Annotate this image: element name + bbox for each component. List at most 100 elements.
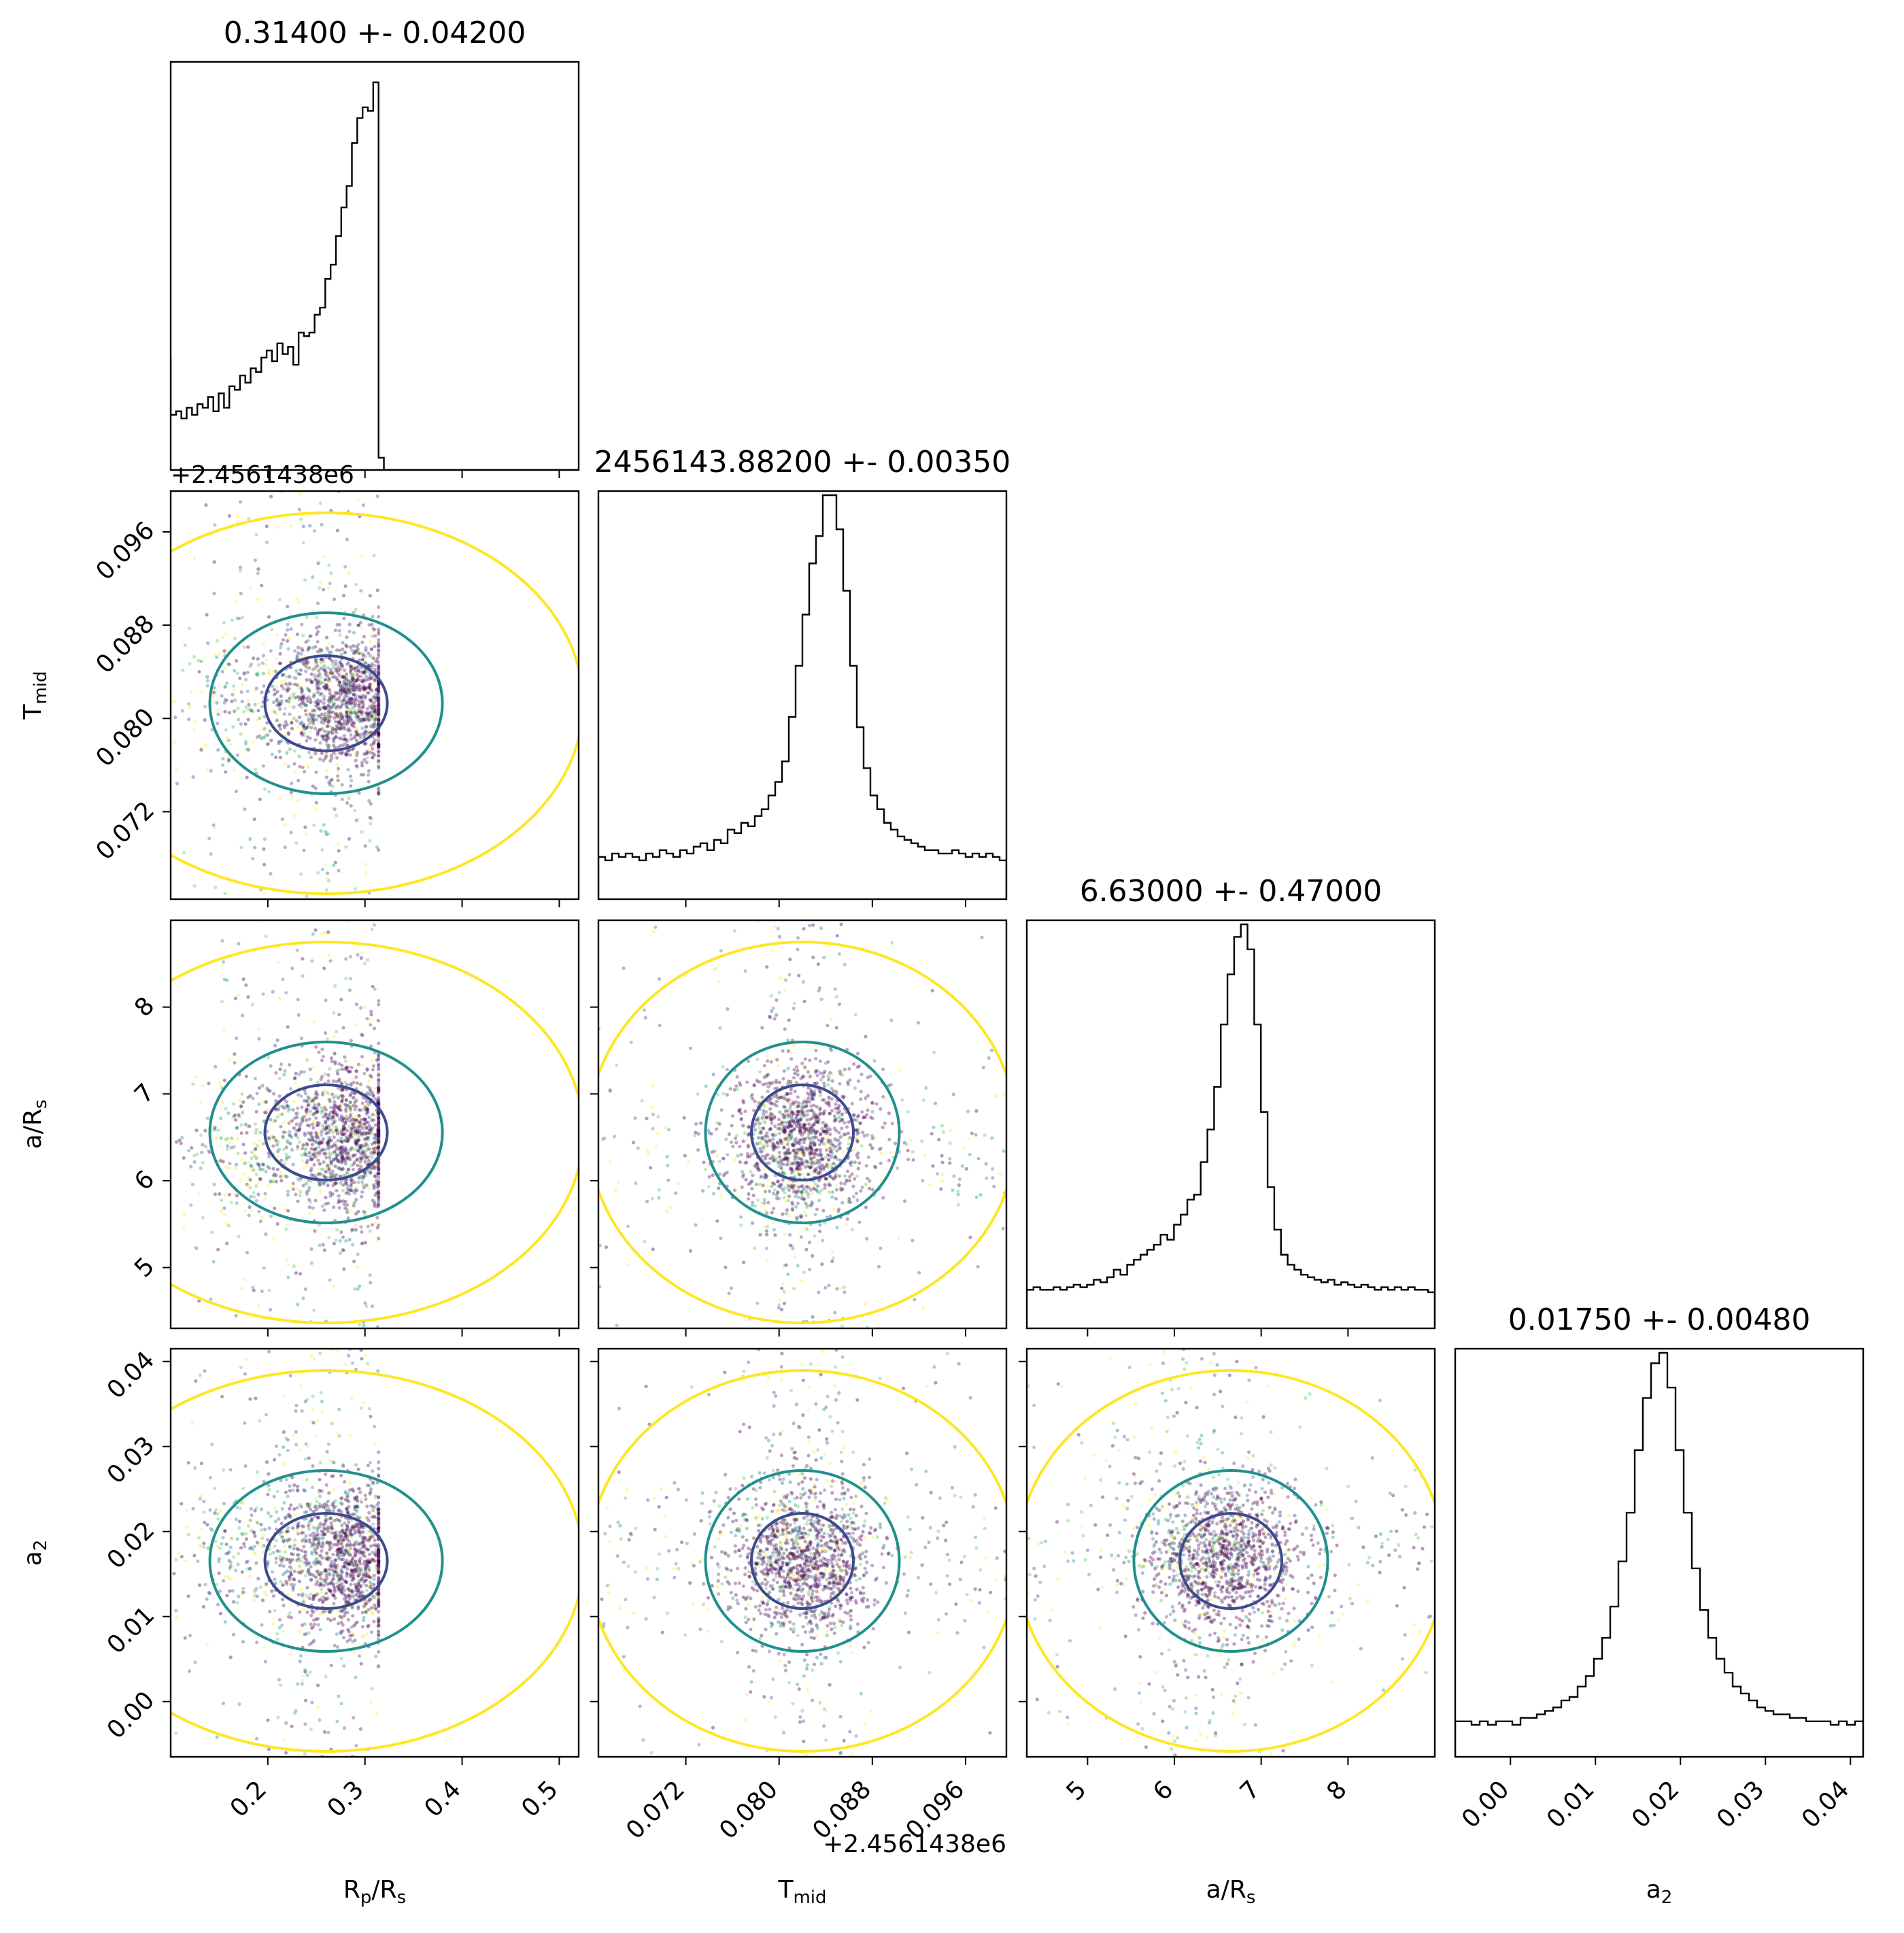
scatter-point (322, 734, 326, 738)
scatter-point (300, 705, 304, 709)
scatter-point (352, 1287, 357, 1291)
scatter-point (309, 717, 314, 721)
scatter-point (792, 1139, 797, 1143)
scatter-point (339, 718, 343, 722)
scatter-point (292, 770, 296, 775)
scatter-point (311, 1139, 316, 1143)
scatter-point (377, 741, 381, 746)
scatter-point (846, 1082, 850, 1086)
scatter-point (248, 1518, 252, 1522)
scatter-point (347, 682, 351, 686)
scatter-point (328, 1190, 333, 1195)
scatter-point (829, 1139, 833, 1143)
scatter-point (366, 1156, 370, 1160)
scatter-point (823, 1069, 827, 1073)
scatter-point (360, 696, 364, 701)
scatter-point (235, 1505, 239, 1509)
scatter-point (725, 1171, 729, 1175)
scatter-point (337, 713, 341, 717)
scatter-point (300, 694, 305, 698)
scatter-point (369, 699, 373, 703)
scatter-point (219, 1116, 223, 1120)
scatter-point (322, 1175, 327, 1179)
scatter-point (807, 1122, 811, 1126)
scatter-point (803, 1066, 807, 1071)
scatter-point (796, 1156, 800, 1160)
scatter-point (290, 781, 294, 786)
scatter-point (818, 1147, 823, 1152)
scatter-point (779, 1109, 783, 1114)
scatter-point (309, 726, 313, 730)
scatter-point (366, 711, 371, 716)
scatter-point (335, 713, 339, 718)
scatter-point (307, 1117, 311, 1121)
scatter-point (246, 995, 250, 999)
scatter-point (800, 1147, 804, 1152)
scatter-point (316, 702, 320, 706)
scatter-point (243, 677, 248, 682)
scatter-point (366, 1104, 370, 1108)
scatter-point (802, 1113, 806, 1118)
scatter-point (377, 1088, 381, 1092)
scatter-point (326, 699, 330, 703)
scatter-point (341, 665, 345, 669)
scatter-point (792, 1102, 796, 1106)
scatter-point (222, 1206, 226, 1210)
scatter-point (356, 1139, 360, 1143)
scatter-point (347, 687, 352, 691)
scatter-point (796, 936, 800, 940)
scatter-point (296, 1128, 301, 1132)
scatter-point (788, 1137, 792, 1141)
scatter-point (350, 1164, 354, 1168)
scatter-point (808, 1147, 812, 1151)
scatter-point (344, 704, 349, 708)
scatter-point (820, 1262, 824, 1266)
scatter-point (332, 665, 336, 669)
scatter-point (352, 1121, 356, 1125)
scatter-point (917, 1271, 921, 1275)
scatter-point (377, 791, 381, 795)
scatter-point (738, 1083, 743, 1087)
scatter-point (762, 1147, 766, 1152)
scatter-point (815, 1073, 819, 1077)
scatter-point (813, 1187, 817, 1192)
scatter-point (350, 677, 355, 682)
scatter-point (812, 1103, 816, 1107)
scatter-point (288, 712, 292, 716)
scatter-point (375, 1108, 379, 1113)
scatter-point (864, 1182, 868, 1186)
scatter-point (356, 703, 361, 707)
scatter-point (354, 698, 358, 703)
scatter-point (349, 685, 353, 690)
scatter-point (348, 728, 352, 733)
scatter-point (377, 1041, 381, 1045)
scatter-point (345, 1066, 349, 1071)
scatter-point (852, 1062, 856, 1066)
scatter-point (343, 1067, 347, 1071)
scatter-point (949, 1128, 953, 1132)
scatter-point (362, 688, 366, 692)
scatter-point (373, 708, 377, 712)
scatter-point (883, 1126, 887, 1130)
scatter-point (332, 743, 336, 747)
scatter-point (295, 683, 299, 687)
scatter-point (325, 674, 330, 678)
scatter-point (751, 1200, 755, 1205)
scatter-point (337, 1107, 341, 1111)
scatter-point (377, 1089, 381, 1093)
scatter-point (272, 692, 276, 696)
scatter-point (824, 1129, 828, 1133)
scatter-point (308, 1139, 313, 1143)
scatter-point (377, 733, 381, 737)
scatter-point (262, 735, 267, 739)
scatter-point (318, 1182, 322, 1187)
scatter-point (744, 1177, 748, 1182)
scatter-point (377, 632, 381, 636)
scatter-point (360, 732, 364, 736)
scatter-point (271, 1236, 275, 1240)
scatter-point (320, 1047, 324, 1052)
scatter-point (326, 666, 330, 670)
scatter-point (375, 1132, 379, 1137)
scatter-point (265, 1164, 270, 1169)
scatter-point (804, 1226, 809, 1230)
